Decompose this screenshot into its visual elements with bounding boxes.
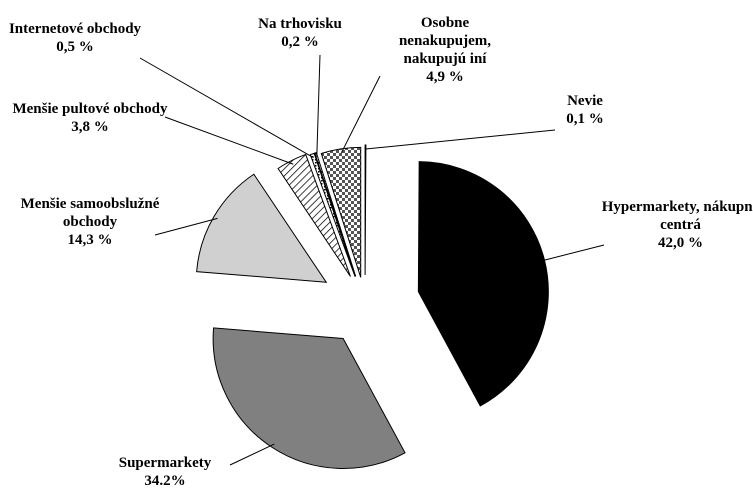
pie-slice xyxy=(364,144,367,276)
slice-label: Menšie pultové obchody 3,8 % xyxy=(10,100,170,136)
value-label: 4,9 % xyxy=(426,69,464,85)
slice-label: Osobne nenakupujem, nakupujú iní 4,9 % xyxy=(385,14,505,86)
pie-slice xyxy=(320,146,362,278)
slice-label: Menšie samoobslužné obchody 14,3 % xyxy=(15,195,165,249)
category-label: Na trhovisku xyxy=(258,16,342,32)
value-label: 3,8 % xyxy=(71,119,109,135)
category-label: Internetové obchody xyxy=(8,21,142,37)
leader-line xyxy=(340,75,381,154)
slice-label: Hypermarkety, nákupné centrá 42,0 % xyxy=(598,198,753,252)
leader-line xyxy=(316,54,321,157)
leader-line xyxy=(229,443,275,466)
leader-line xyxy=(365,129,556,150)
category-label: Supermarkety xyxy=(118,455,212,471)
slice-label: Supermarkety 34.2% xyxy=(95,454,235,490)
pie-slice xyxy=(314,151,357,277)
slice-label: Nevie 0,1 % xyxy=(545,92,625,128)
leader-line xyxy=(154,217,218,236)
value-label: 34.2% xyxy=(144,473,186,489)
category-label: Menšie pultové obchody xyxy=(12,101,168,117)
pie-slice xyxy=(417,161,549,407)
pie-slice xyxy=(309,152,356,277)
pie-slice xyxy=(212,327,406,469)
pie-slice xyxy=(277,153,351,277)
slice-label: Na trhovisku 0,2 % xyxy=(245,15,355,51)
category-label: Hypermarkety, nákupné centrá xyxy=(601,199,753,233)
leader-line xyxy=(164,116,294,165)
category-label: Menšie samoobslužné obchody xyxy=(20,196,160,230)
leader-line xyxy=(540,244,605,262)
value-label: 0,1 % xyxy=(566,111,604,127)
value-label: 0,2 % xyxy=(281,34,319,50)
value-label: 42,0 % xyxy=(658,235,703,251)
category-label: Osobne nenakupujem, nakupujú iní xyxy=(398,15,492,67)
leader-line xyxy=(139,57,314,159)
category-label: Nevie xyxy=(567,93,603,109)
value-label: 0,5 % xyxy=(56,39,94,55)
pie-slice xyxy=(196,173,328,283)
value-label: 14,3 % xyxy=(67,232,113,248)
slice-label: Internetové obchody 0,5 % xyxy=(5,20,145,56)
